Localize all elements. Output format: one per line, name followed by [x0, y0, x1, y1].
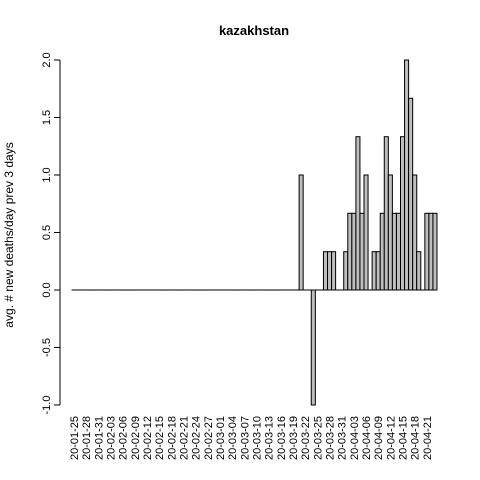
bar	[391, 212, 397, 291]
bar	[408, 97, 414, 291]
x-tick-label: 20-02-18	[166, 416, 178, 460]
x-tick-label: 20-01-28	[81, 416, 93, 460]
x-tick-label: 20-04-12	[385, 416, 397, 460]
x-tick-label: 20-04-18	[410, 416, 422, 460]
bar	[355, 136, 361, 291]
bar	[322, 251, 329, 291]
x-tick-label: 20-03-01	[215, 416, 227, 460]
bar	[400, 136, 406, 291]
bar	[363, 174, 369, 291]
bar	[412, 174, 418, 291]
x-tick-label: 20-02-24	[191, 416, 203, 460]
bar	[375, 251, 381, 291]
x-tick-label: 20-03-13	[264, 416, 276, 460]
bar	[343, 251, 349, 291]
y-axis-label: avg. # new deaths/day prev 3 days	[2, 142, 16, 327]
x-tick-label: 20-04-09	[373, 416, 385, 460]
x-tick-label: 20-03-31	[337, 416, 349, 460]
x-tick-label: 20-02-21	[179, 416, 191, 460]
bar	[359, 212, 365, 291]
bar	[351, 212, 357, 291]
x-tick-label: 20-03-16	[276, 416, 288, 460]
chart-title: kazakhstan	[219, 23, 289, 38]
y-tick-label: 0.5	[41, 225, 53, 240]
x-tick-label: 20-03-04	[227, 416, 239, 460]
bar	[432, 212, 438, 291]
bar	[383, 136, 389, 291]
y-tick-label: 1.0	[41, 167, 53, 182]
x-tick-label: 20-02-09	[130, 416, 142, 460]
bar	[416, 251, 422, 291]
x-tick-label: 20-04-15	[398, 416, 410, 460]
x-tick-label: 20-02-06	[118, 416, 130, 460]
x-axis: 20-01-25 20-01-28 20-01-31 20-02-03 20-02-06…	[69, 416, 434, 460]
x-tick-label: 20-02-12	[142, 416, 154, 460]
x-tick-label: 20-04-06	[361, 416, 373, 460]
x-tick-label: 20-03-19	[288, 416, 300, 460]
x-tick-label: 20-02-03	[106, 416, 118, 460]
bar	[298, 174, 304, 291]
y-tick-label: 2.0	[41, 52, 53, 67]
y-tick-label: -1.0	[41, 396, 53, 415]
bar	[404, 59, 410, 291]
x-tick-label: 20-04-03	[349, 416, 361, 460]
x-tick-label: 20-04-21	[422, 416, 434, 460]
bar	[428, 212, 434, 291]
bar	[327, 251, 333, 291]
bar	[387, 174, 393, 291]
x-tick-label: 20-02-27	[203, 416, 215, 460]
x-tick-label: 20-03-25	[312, 416, 324, 460]
x-tick-label: 20-01-25	[69, 416, 81, 460]
x-tick-label: 20-03-07	[239, 416, 251, 460]
x-tick-label: 20-03-22	[300, 416, 312, 460]
bar	[424, 212, 430, 291]
bars-group	[71, 59, 438, 406]
x-tick-label: 20-02-15	[154, 416, 166, 460]
bar	[347, 212, 353, 291]
bar	[379, 212, 385, 291]
x-tick-label: 20-03-28	[325, 416, 337, 460]
y-axis: -1.0 -0.5 0.0 0.5 1.0 1.5 2.0	[41, 52, 61, 415]
bar	[395, 212, 402, 291]
bar	[371, 251, 377, 291]
x-tick-label: 20-01-31	[93, 416, 105, 460]
bar	[331, 251, 337, 291]
y-tick-label: 1.5	[41, 110, 53, 125]
y-tick-label: -0.5	[41, 338, 53, 357]
x-tick-label: 20-03-10	[252, 416, 264, 460]
bar	[310, 289, 316, 406]
y-tick-label: 0.0	[41, 282, 53, 297]
